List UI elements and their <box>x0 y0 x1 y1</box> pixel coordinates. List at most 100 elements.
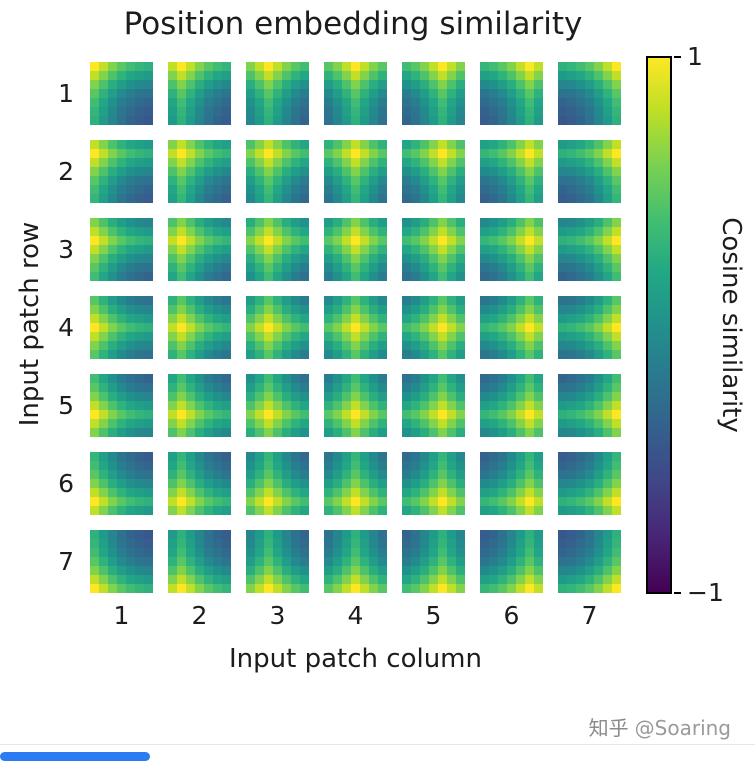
heatmap-cell <box>324 254 333 263</box>
heatmap-cell <box>516 401 525 410</box>
heatmap-cell <box>144 452 153 461</box>
heatmap-cell <box>438 296 447 305</box>
heatmap-cell <box>273 506 282 515</box>
submap-row6-col2 <box>168 452 231 515</box>
heatmap-cell <box>489 116 498 125</box>
heatmap-cell <box>585 401 594 410</box>
heatmap-cell <box>291 71 300 80</box>
heatmap-cell <box>99 374 108 383</box>
submap-row4-col2 <box>168 296 231 359</box>
heatmap-cell <box>360 185 369 194</box>
heatmap-cell <box>264 341 273 350</box>
heatmap-cell <box>195 236 204 245</box>
heatmap-cell <box>342 227 351 236</box>
heatmap-cell <box>420 332 429 341</box>
heatmap-cell <box>576 254 585 263</box>
heatmap-cell <box>351 98 360 107</box>
heatmap-cell <box>429 488 438 497</box>
heatmap-cell <box>411 452 420 461</box>
heatmap-cell <box>351 479 360 488</box>
heatmap-cell <box>177 584 186 593</box>
heatmap-cell <box>498 272 507 281</box>
heatmap-cell <box>108 158 117 167</box>
heatmap-cell <box>255 566 264 575</box>
heatmap-cell <box>333 323 342 332</box>
heatmap-cell <box>378 263 387 272</box>
heatmap-cell <box>255 557 264 566</box>
heatmap-cell <box>360 167 369 176</box>
heatmap-cell <box>438 254 447 263</box>
heatmap-cell <box>525 350 534 359</box>
heatmap-cell <box>438 305 447 314</box>
heatmap-cell <box>498 506 507 515</box>
heatmap-cell <box>612 392 621 401</box>
heatmap-cell <box>108 374 117 383</box>
heatmap-cell <box>576 263 585 272</box>
heatmap-cell <box>420 341 429 350</box>
heatmap-cell <box>411 263 420 272</box>
heatmap-cell <box>264 218 273 227</box>
heatmap-cell <box>516 383 525 392</box>
heatmap-cell <box>534 419 543 428</box>
heatmap-cell <box>534 62 543 71</box>
heatmap-cell <box>177 107 186 116</box>
heatmap-cell <box>480 314 489 323</box>
heatmap-cell <box>222 314 231 323</box>
heatmap-cell <box>516 323 525 332</box>
heatmap-cell <box>144 62 153 71</box>
submap-row6-col7 <box>558 452 621 515</box>
heatmap-cell <box>447 158 456 167</box>
heatmap-cell <box>378 185 387 194</box>
heatmap-cell <box>222 419 231 428</box>
heatmap-cell <box>612 176 621 185</box>
heatmap-cell <box>117 374 126 383</box>
heatmap-cell <box>567 374 576 383</box>
heatmap-cell <box>603 383 612 392</box>
heatmap-cell <box>567 149 576 158</box>
heatmap-cell <box>603 548 612 557</box>
heatmap-cell <box>603 323 612 332</box>
scroll-progress-bar[interactable] <box>0 752 150 761</box>
heatmap-cell <box>411 341 420 350</box>
heatmap-cell <box>222 548 231 557</box>
heatmap-cell <box>144 185 153 194</box>
heatmap-cell <box>168 80 177 89</box>
heatmap-cell <box>195 227 204 236</box>
heatmap-cell <box>204 530 213 539</box>
heatmap-cell <box>222 557 231 566</box>
heatmap-cell <box>507 419 516 428</box>
heatmap-cell <box>126 428 135 437</box>
heatmap-cell <box>255 539 264 548</box>
heatmap-cell <box>489 62 498 71</box>
heatmap-cell <box>456 80 465 89</box>
heatmap-cell <box>282 140 291 149</box>
heatmap-cell <box>264 296 273 305</box>
heatmap-cell <box>300 149 309 158</box>
heatmap-cell <box>300 428 309 437</box>
heatmap-cell <box>186 140 195 149</box>
heatmap-cell <box>186 497 195 506</box>
heatmap-cell <box>177 305 186 314</box>
heatmap-cell <box>186 566 195 575</box>
heatmap-cell <box>498 71 507 80</box>
heatmap-cell <box>507 254 516 263</box>
heatmap-cell <box>195 305 204 314</box>
heatmap-cell <box>585 62 594 71</box>
heatmap-cell <box>411 272 420 281</box>
heatmap-cell <box>411 71 420 80</box>
heatmap-cell <box>195 149 204 158</box>
heatmap-cell <box>420 488 429 497</box>
heatmap-cell <box>144 80 153 89</box>
heatmap-cell <box>480 263 489 272</box>
heatmap-cell <box>534 71 543 80</box>
heatmap-cell <box>246 98 255 107</box>
heatmap-cell <box>489 479 498 488</box>
heatmap-cell <box>480 488 489 497</box>
heatmap-cell <box>324 488 333 497</box>
heatmap-cell <box>282 341 291 350</box>
submap-row7-col2 <box>168 530 231 593</box>
heatmap-cell <box>144 419 153 428</box>
heatmap-cell <box>195 506 204 515</box>
heatmap-cell <box>246 401 255 410</box>
heatmap-cell <box>213 419 222 428</box>
